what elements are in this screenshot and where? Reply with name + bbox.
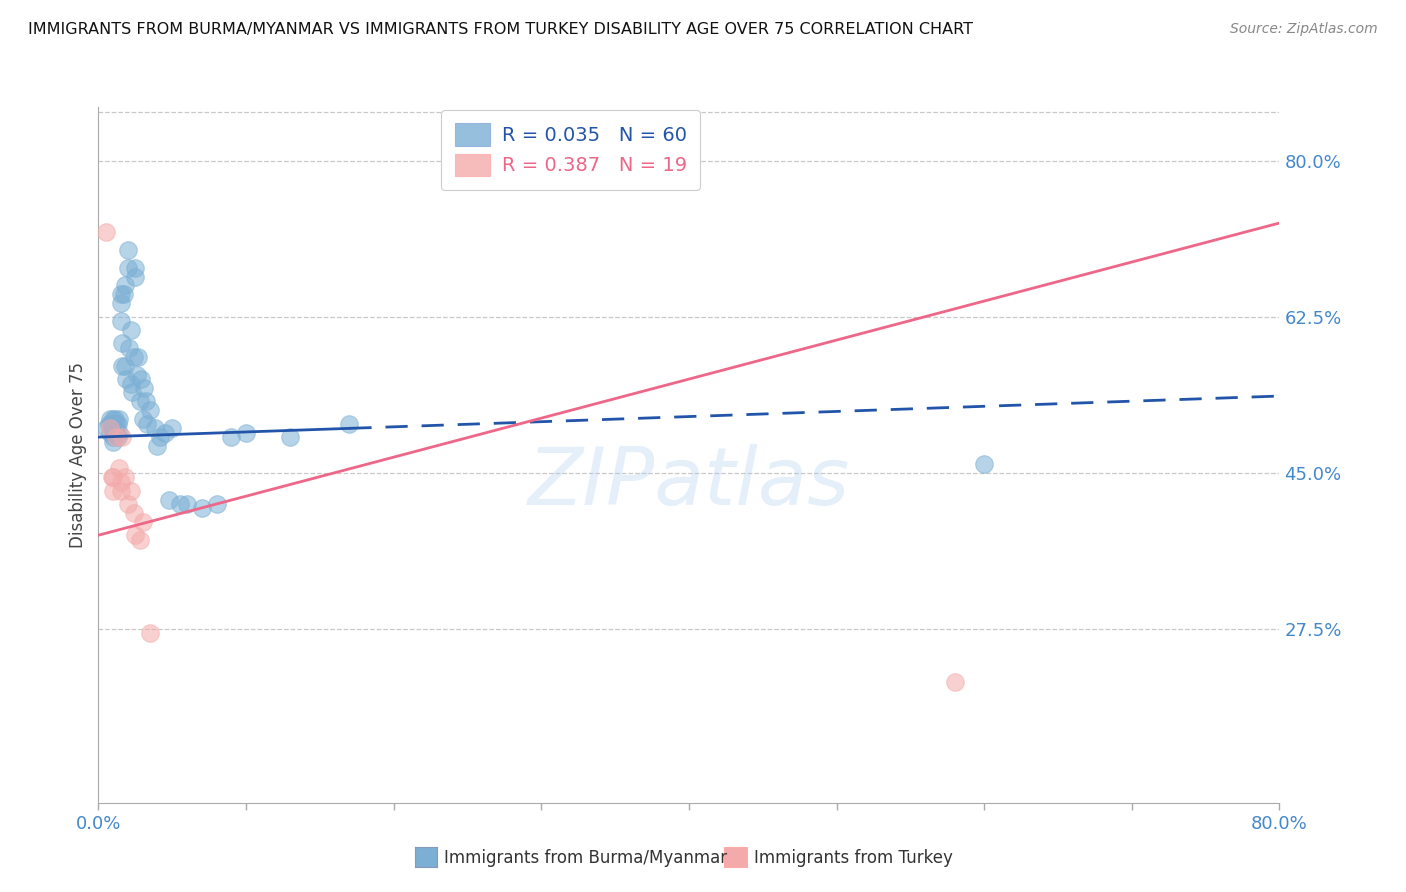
Point bbox=[129, 372, 152, 386]
Point bbox=[973, 457, 995, 471]
Point bbox=[108, 461, 131, 475]
Point bbox=[107, 430, 129, 444]
Point bbox=[128, 394, 150, 409]
Point bbox=[105, 425, 128, 440]
Point bbox=[97, 417, 120, 431]
Point bbox=[105, 417, 128, 431]
Point bbox=[135, 394, 157, 409]
Point bbox=[107, 417, 129, 431]
Point bbox=[104, 412, 127, 426]
Point bbox=[139, 626, 162, 640]
Point bbox=[235, 425, 257, 440]
Point bbox=[103, 425, 125, 440]
Point bbox=[100, 417, 122, 431]
Point bbox=[98, 425, 121, 440]
Point bbox=[139, 403, 162, 417]
Point bbox=[127, 350, 149, 364]
Point bbox=[98, 421, 121, 435]
Point bbox=[103, 434, 125, 449]
Text: ZIPatlas: ZIPatlas bbox=[527, 443, 851, 522]
Point bbox=[115, 372, 138, 386]
Text: Immigrants from Turkey: Immigrants from Turkey bbox=[754, 849, 952, 867]
Text: Source: ZipAtlas.com: Source: ZipAtlas.com bbox=[1230, 22, 1378, 37]
Point bbox=[94, 421, 117, 435]
Point bbox=[169, 497, 191, 511]
Point bbox=[108, 412, 131, 426]
Point bbox=[191, 501, 214, 516]
Point bbox=[124, 269, 146, 284]
Point bbox=[132, 515, 155, 529]
Point bbox=[122, 350, 145, 364]
Point bbox=[112, 287, 135, 301]
Point bbox=[105, 430, 128, 444]
Point bbox=[120, 483, 142, 498]
Point bbox=[124, 528, 146, 542]
Point bbox=[118, 341, 141, 355]
Point bbox=[128, 533, 150, 547]
Point bbox=[278, 430, 302, 444]
Point bbox=[162, 421, 183, 435]
Point bbox=[122, 506, 145, 520]
Point bbox=[103, 483, 125, 498]
Point bbox=[114, 359, 136, 373]
Point bbox=[110, 314, 132, 328]
Point bbox=[149, 430, 172, 444]
Point bbox=[146, 439, 169, 453]
Point bbox=[943, 675, 966, 690]
Point bbox=[94, 225, 117, 239]
Point bbox=[98, 412, 121, 426]
Point bbox=[103, 412, 125, 426]
Point bbox=[110, 287, 132, 301]
Point bbox=[110, 475, 132, 489]
Point bbox=[110, 296, 132, 310]
Point bbox=[103, 470, 125, 484]
Point bbox=[339, 417, 360, 431]
Point bbox=[111, 359, 134, 373]
Point bbox=[114, 470, 136, 484]
Point bbox=[125, 368, 148, 382]
Text: Immigrants from Burma/Myanmar: Immigrants from Burma/Myanmar bbox=[444, 849, 727, 867]
Point bbox=[120, 376, 142, 391]
Point bbox=[111, 430, 134, 444]
Point bbox=[117, 497, 139, 511]
Point bbox=[134, 381, 156, 395]
Point bbox=[108, 425, 131, 440]
Point bbox=[219, 430, 242, 444]
Point bbox=[104, 421, 127, 435]
Point bbox=[103, 421, 125, 435]
Point bbox=[132, 412, 155, 426]
Point bbox=[114, 278, 136, 293]
Point bbox=[143, 421, 166, 435]
Point bbox=[124, 260, 146, 275]
Point bbox=[176, 497, 198, 511]
Point bbox=[100, 470, 122, 484]
Point bbox=[110, 483, 132, 498]
Point bbox=[120, 323, 142, 337]
Point bbox=[153, 425, 176, 440]
Point bbox=[157, 492, 180, 507]
Point bbox=[117, 243, 139, 257]
Point bbox=[136, 417, 159, 431]
Point bbox=[121, 385, 143, 400]
Point bbox=[205, 497, 228, 511]
Point bbox=[117, 260, 139, 275]
Point bbox=[103, 430, 125, 444]
Y-axis label: Disability Age Over 75: Disability Age Over 75 bbox=[69, 362, 87, 548]
Legend: R = 0.035   N = 60, R = 0.387   N = 19: R = 0.035 N = 60, R = 0.387 N = 19 bbox=[441, 110, 700, 190]
Text: IMMIGRANTS FROM BURMA/MYANMAR VS IMMIGRANTS FROM TURKEY DISABILITY AGE OVER 75 C: IMMIGRANTS FROM BURMA/MYANMAR VS IMMIGRA… bbox=[28, 22, 973, 37]
Point bbox=[111, 336, 134, 351]
